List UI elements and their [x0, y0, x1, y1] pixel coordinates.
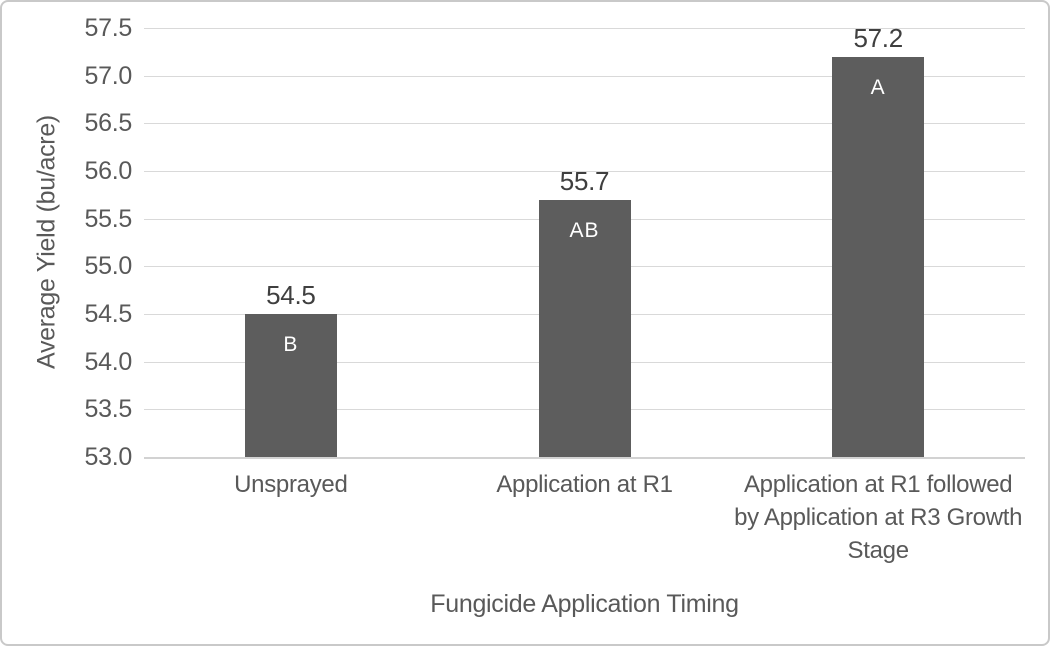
bar: A: [832, 56, 925, 457]
bar-letter-label: A: [870, 75, 886, 99]
y-axis-title: Average Yield (bu/acre): [32, 115, 61, 369]
y-tick-label: 55.0: [84, 252, 133, 281]
x-category-label: Unsprayed: [234, 471, 348, 498]
x-category-label: Application at R1: [496, 471, 673, 498]
bar-letter-label: B: [283, 333, 299, 356]
y-tick-label: 54.0: [84, 347, 133, 376]
bar-value-label: 57.2: [853, 22, 903, 53]
y-tick-label: 57.0: [84, 61, 133, 90]
gridline: [144, 123, 1025, 125]
gridline: [144, 75, 1025, 77]
x-axis-title: Fungicide Application Timing: [430, 590, 739, 618]
y-tick-label: 53.0: [84, 443, 133, 471]
gridline: [144, 28, 1025, 29]
y-tick-label: 56.5: [84, 109, 133, 138]
plot-area: B AB A: [144, 28, 1025, 459]
bar-value-label: 55.7: [559, 165, 610, 196]
bar-value-label: 54.5: [266, 280, 316, 310]
gridline: [144, 171, 1025, 172]
y-tick-label: 55.5: [84, 204, 133, 233]
bar: B: [244, 314, 337, 457]
bar-letter-label: AB: [569, 218, 600, 242]
y-tick-label: 57.5: [84, 14, 133, 42]
x-category-label: Application at R1 followed by Applicatio…: [734, 471, 1023, 564]
y-tick-label: 54.5: [84, 300, 133, 328]
bar: AB: [538, 199, 631, 457]
y-tick-label: 56.0: [84, 157, 133, 185]
y-tick-label: 53.5: [84, 395, 133, 424]
